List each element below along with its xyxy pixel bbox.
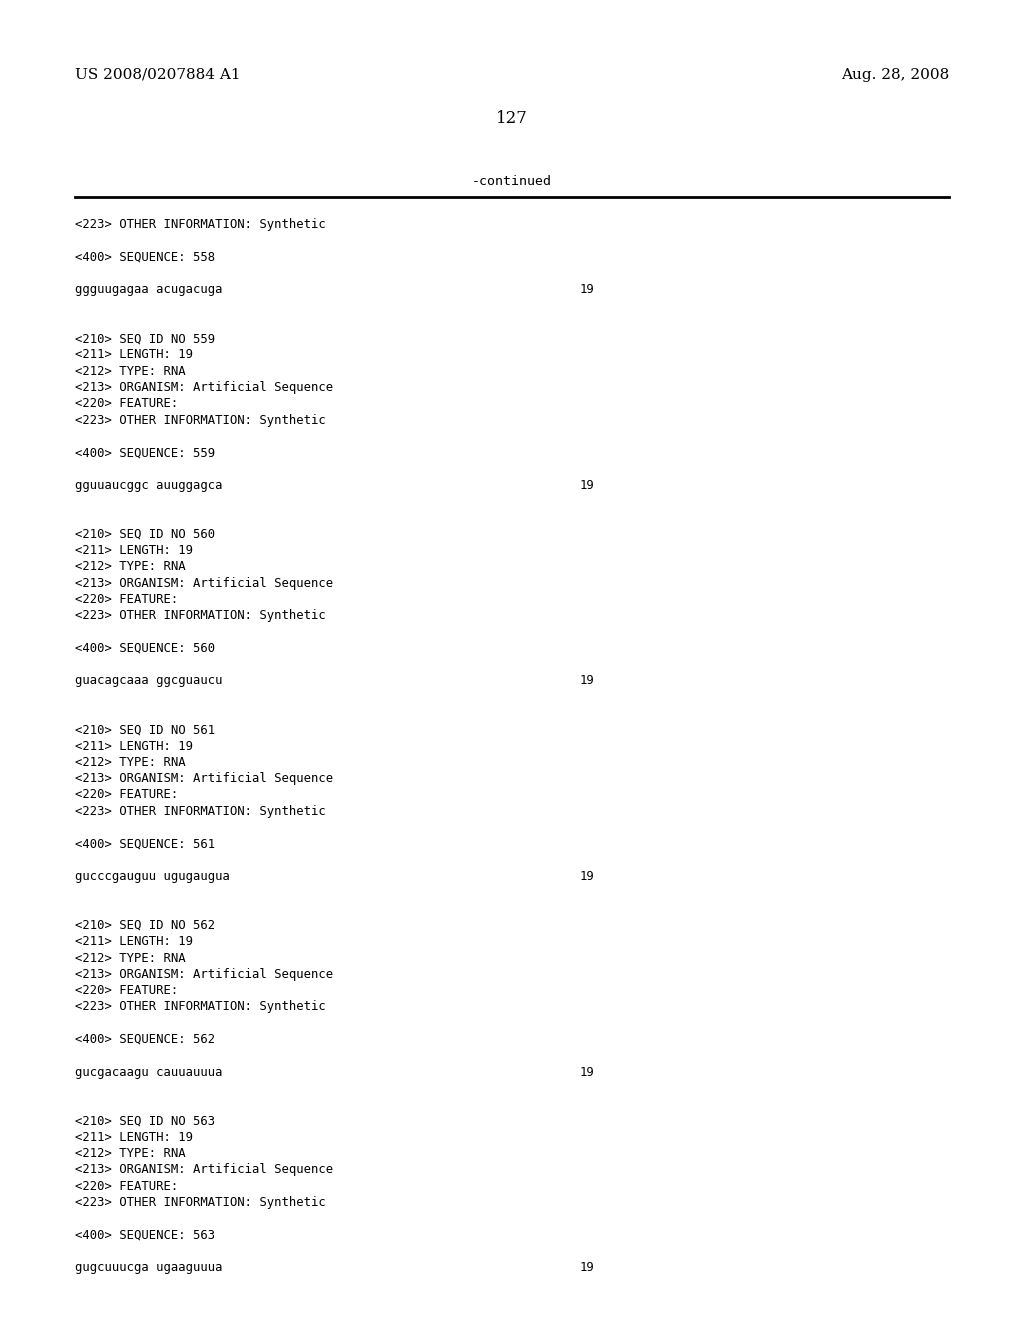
Text: <212> TYPE: RNA: <212> TYPE: RNA [75,560,185,573]
Text: gugcuuucga ugaaguuua: gugcuuucga ugaaguuua [75,1261,222,1274]
Text: 19: 19 [580,284,595,296]
Text: <220> FEATURE:: <220> FEATURE: [75,593,178,606]
Text: <400> SEQUENCE: 561: <400> SEQUENCE: 561 [75,837,215,850]
Text: <210> SEQ ID NO 559: <210> SEQ ID NO 559 [75,333,215,345]
Text: guacagcaaa ggcguaucu: guacagcaaa ggcguaucu [75,675,222,688]
Text: US 2008/0207884 A1: US 2008/0207884 A1 [75,69,241,82]
Text: <400> SEQUENCE: 560: <400> SEQUENCE: 560 [75,642,215,655]
Text: <220> FEATURE:: <220> FEATURE: [75,788,178,801]
Text: <211> LENGTH: 19: <211> LENGTH: 19 [75,1131,193,1144]
Text: <223> OTHER INFORMATION: Synthetic: <223> OTHER INFORMATION: Synthetic [75,1001,326,1014]
Text: <223> OTHER INFORMATION: Synthetic: <223> OTHER INFORMATION: Synthetic [75,218,326,231]
Text: <210> SEQ ID NO 562: <210> SEQ ID NO 562 [75,919,215,932]
Text: <220> FEATURE:: <220> FEATURE: [75,1180,178,1193]
Text: <210> SEQ ID NO 561: <210> SEQ ID NO 561 [75,723,215,737]
Text: <400> SEQUENCE: 562: <400> SEQUENCE: 562 [75,1034,215,1045]
Text: <400> SEQUENCE: 558: <400> SEQUENCE: 558 [75,251,215,264]
Text: <213> ORGANISM: Artificial Sequence: <213> ORGANISM: Artificial Sequence [75,772,333,785]
Text: <210> SEQ ID NO 560: <210> SEQ ID NO 560 [75,528,215,541]
Text: 127: 127 [496,110,528,127]
Text: <223> OTHER INFORMATION: Synthetic: <223> OTHER INFORMATION: Synthetic [75,805,326,818]
Text: <223> OTHER INFORMATION: Synthetic: <223> OTHER INFORMATION: Synthetic [75,1196,326,1209]
Text: <213> ORGANISM: Artificial Sequence: <213> ORGANISM: Artificial Sequence [75,381,333,393]
Text: <223> OTHER INFORMATION: Synthetic: <223> OTHER INFORMATION: Synthetic [75,413,326,426]
Text: <400> SEQUENCE: 559: <400> SEQUENCE: 559 [75,446,215,459]
Text: <212> TYPE: RNA: <212> TYPE: RNA [75,364,185,378]
Text: <211> LENGTH: 19: <211> LENGTH: 19 [75,739,193,752]
Text: <220> FEATURE:: <220> FEATURE: [75,985,178,997]
Text: <220> FEATURE:: <220> FEATURE: [75,397,178,411]
Text: <212> TYPE: RNA: <212> TYPE: RNA [75,952,185,965]
Text: <211> LENGTH: 19: <211> LENGTH: 19 [75,348,193,362]
Text: <213> ORGANISM: Artificial Sequence: <213> ORGANISM: Artificial Sequence [75,577,333,590]
Text: <213> ORGANISM: Artificial Sequence: <213> ORGANISM: Artificial Sequence [75,1163,333,1176]
Text: <211> LENGTH: 19: <211> LENGTH: 19 [75,935,193,948]
Text: 19: 19 [580,675,595,688]
Text: 19: 19 [580,1261,595,1274]
Text: Aug. 28, 2008: Aug. 28, 2008 [841,69,949,82]
Text: <223> OTHER INFORMATION: Synthetic: <223> OTHER INFORMATION: Synthetic [75,610,326,622]
Text: <213> ORGANISM: Artificial Sequence: <213> ORGANISM: Artificial Sequence [75,968,333,981]
Text: 19: 19 [580,1065,595,1078]
Text: gucgacaagu cauuauuua: gucgacaagu cauuauuua [75,1065,222,1078]
Text: <210> SEQ ID NO 563: <210> SEQ ID NO 563 [75,1114,215,1127]
Text: <212> TYPE: RNA: <212> TYPE: RNA [75,756,185,768]
Text: 19: 19 [580,479,595,492]
Text: ggguugagaa acugacuga: ggguugagaa acugacuga [75,284,222,296]
Text: <400> SEQUENCE: 563: <400> SEQUENCE: 563 [75,1229,215,1242]
Text: <211> LENGTH: 19: <211> LENGTH: 19 [75,544,193,557]
Text: gucccgauguu ugugaugua: gucccgauguu ugugaugua [75,870,229,883]
Text: <212> TYPE: RNA: <212> TYPE: RNA [75,1147,185,1160]
Text: -continued: -continued [472,176,552,187]
Text: 19: 19 [580,870,595,883]
Text: gguuaucggc auuggagca: gguuaucggc auuggagca [75,479,222,492]
